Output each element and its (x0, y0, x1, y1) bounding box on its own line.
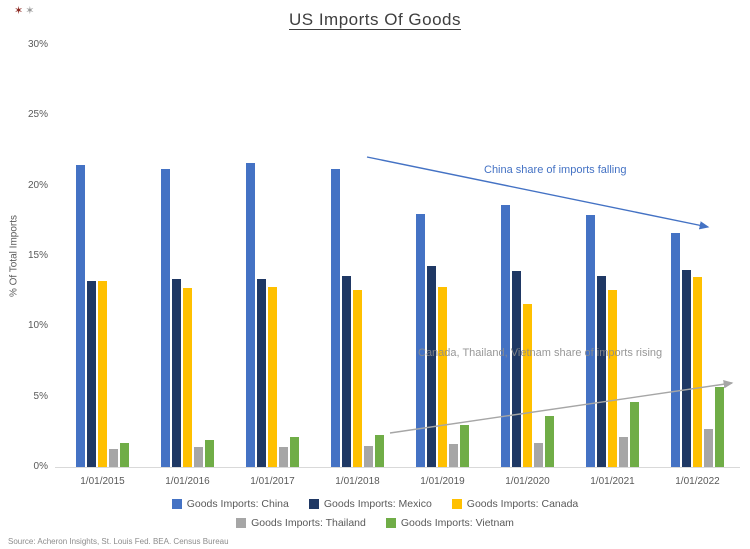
legend-swatch (308, 499, 319, 509)
y-tick-label: 25% (27, 109, 48, 121)
legend-label: Goods Imports: Vietnam (400, 517, 514, 529)
bar (257, 278, 266, 467)
bar (109, 448, 118, 467)
source-note: Source: Acheron Insights, St. Louis Fed.… (8, 537, 229, 546)
x-tick-label: 1/01/2020 (505, 476, 550, 487)
y-tick-label: 0% (33, 461, 48, 472)
bar (586, 215, 595, 467)
bar (290, 437, 299, 467)
legend-swatch (451, 499, 462, 509)
legend-swatch (236, 518, 247, 528)
bar (161, 168, 170, 467)
logo-star2-icon: ✶ (25, 5, 37, 17)
legend-item: Goods Imports: Vietnam (385, 517, 514, 529)
bar (534, 443, 543, 467)
y-tick-label: 20% (27, 179, 48, 191)
bar (205, 440, 214, 467)
bar (98, 281, 107, 467)
legend-row-1: Goods Imports: China Goods Imports: Mexic… (0, 498, 750, 510)
bar (331, 168, 340, 467)
legend-item: Goods Imports: China (171, 498, 289, 510)
bar (671, 233, 680, 467)
y-tick-label: 10% (27, 320, 48, 332)
bar (76, 164, 85, 467)
bar (427, 265, 436, 467)
logo-star-icon: ✶ (14, 5, 26, 17)
bar (364, 445, 373, 467)
annotation-others-rising: Canada, Thailand, Vietnam share of impor… (418, 347, 663, 359)
y-tick-label: 5% (33, 390, 48, 402)
bar (342, 275, 351, 467)
bar (704, 429, 713, 467)
legend-swatch (171, 499, 182, 509)
x-tick-label: 1/01/2022 (675, 476, 720, 487)
legend-label: Goods Imports: Thailand (251, 517, 366, 529)
y-tick-label: 15% (27, 250, 48, 261)
bar (545, 416, 554, 467)
x-tick-label: 1/01/2017 (250, 476, 295, 487)
x-tick-label: 1/01/2018 (335, 476, 380, 487)
bar (523, 303, 532, 467)
bar (449, 444, 458, 467)
legend-item: Goods Imports: Canada (451, 498, 579, 510)
bar (619, 437, 628, 467)
legend-row-2: Goods Imports: Thailand Goods Imports: Vi… (0, 517, 750, 529)
bar (268, 286, 277, 467)
bar (608, 289, 617, 467)
bar (279, 447, 288, 467)
bar (682, 270, 691, 467)
bar (87, 281, 96, 467)
x-tick-label: 1/01/2016 (165, 476, 210, 487)
x-tick-label: 1/01/2021 (590, 476, 635, 487)
bar (501, 205, 510, 467)
bar (120, 443, 129, 467)
legend-item: Goods Imports: Mexico (308, 498, 432, 510)
chart-title: US Imports Of Goods (289, 10, 461, 29)
y-tick-label: 30% (27, 39, 48, 50)
annotation-china-falling: China share of imports falling (484, 164, 627, 176)
x-tick-label: 1/01/2015 (80, 476, 125, 487)
legend-label: Goods Imports: China (186, 498, 289, 510)
legend-label: Goods Imports: Canada (466, 498, 579, 510)
bar (630, 402, 639, 467)
bar (597, 275, 606, 467)
bar (416, 213, 425, 467)
logo: ✶✶ (14, 4, 36, 17)
bar (375, 434, 384, 467)
bar (353, 289, 362, 467)
bar (438, 286, 447, 467)
legend-item: Goods Imports: Thailand (236, 517, 366, 529)
legend-swatch (385, 518, 396, 528)
bar (183, 288, 192, 467)
bar (512, 271, 521, 467)
bar (172, 278, 181, 467)
bar (460, 424, 469, 467)
x-tick-label: 1/01/2019 (420, 476, 465, 487)
bar (246, 163, 255, 467)
x-axis-line (55, 467, 740, 468)
bar (693, 277, 702, 467)
bar (194, 447, 203, 467)
bar (715, 386, 724, 467)
legend-label: Goods Imports: Mexico (323, 498, 432, 510)
